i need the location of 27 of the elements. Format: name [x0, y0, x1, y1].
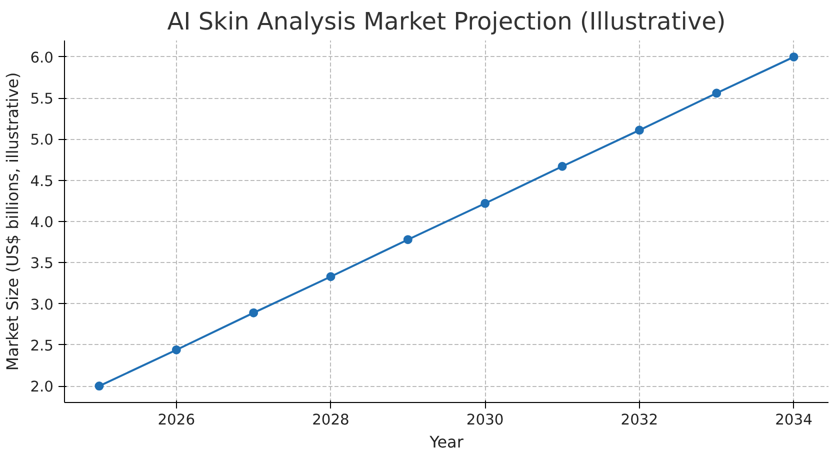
point [558, 162, 567, 171]
point [326, 272, 336, 282]
y-tick-label: 5.0 [30, 132, 54, 149]
point [249, 308, 258, 318]
point [94, 382, 104, 391]
x-axis-title: Year [428, 432, 464, 452]
point [403, 235, 412, 244]
x-tick-label: 2026 [158, 412, 196, 428]
y-tick-label: 2.5 [30, 337, 54, 354]
point [634, 126, 644, 135]
point [480, 198, 490, 208]
x-tick-label: 2032 [620, 412, 658, 428]
x-tick-label: 2034 [775, 412, 812, 428]
x-tick-label: 2030 [466, 412, 504, 428]
y-tick-label: 4.0 [30, 214, 54, 231]
x-tick-label: 2028 [312, 412, 350, 428]
y-tick-label: 3.0 [30, 296, 54, 314]
point [712, 88, 722, 98]
y-tick-label: 3.5 [30, 255, 54, 272]
y-tick-label: 2.0 [30, 378, 54, 396]
point [789, 52, 798, 62]
y-tick-label: 6.0 [30, 49, 54, 66]
chart-title: AI Skin Analysis Market Projection (Illustrative) [167, 8, 726, 36]
y-axis-title: Market Size (US$ billions, illustrative) [3, 72, 22, 371]
y-tick-label: 4.5 [30, 172, 54, 190]
y-tick-label: 5.5 [30, 90, 54, 108]
point [172, 345, 181, 354]
